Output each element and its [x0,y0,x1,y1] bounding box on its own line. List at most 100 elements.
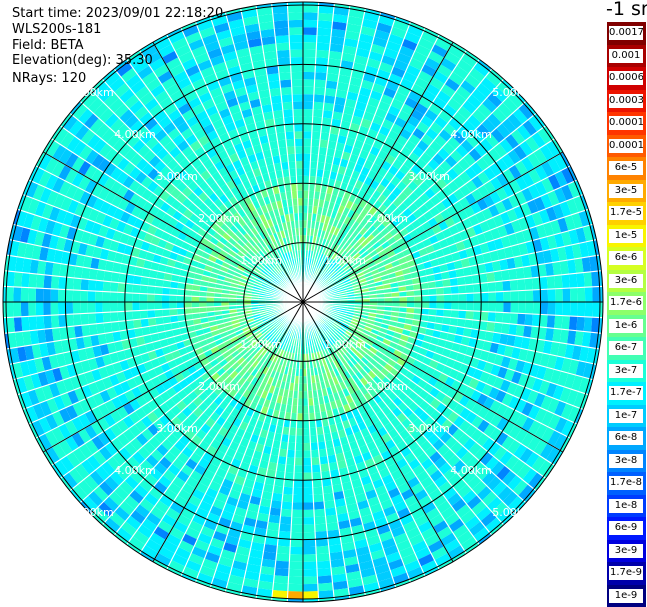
ppi-cell [367,496,381,507]
ppi-cell [303,376,308,384]
ppi-cell [366,535,382,546]
ppi-cell [180,464,194,477]
ppi-cell [155,443,169,457]
ppi-cell [376,68,391,81]
ppi-cell [283,116,294,125]
ppi-cell [330,272,338,279]
ppi-cell [390,353,400,363]
ppi-cell [479,350,490,362]
ppi-cell [500,355,511,369]
ppi-cell [376,305,385,311]
ppi-cell [325,514,338,524]
ppi-cell [129,489,145,504]
ppi-cell [144,492,159,507]
ppi-cell [206,302,215,308]
ppi-cell [91,222,102,236]
ppi-cell [496,172,509,187]
ppi-cell [236,356,246,366]
ppi-cell [201,98,216,111]
ppi-cell [589,224,597,241]
ppi-cell [547,173,561,191]
ppi-cell [85,346,96,360]
ppi-cell [343,450,354,460]
ppi-cell [471,319,481,330]
ppi-cell [447,411,460,424]
ppi-cell [394,116,407,129]
ppi-cell [191,513,207,526]
ppi-cell [269,361,276,370]
ppi-cell [55,380,68,396]
ppi-cell [273,347,280,355]
ppi-cell [356,94,370,105]
ppi-cell [349,357,358,366]
ppi-cell [457,209,469,222]
ppi-cell [316,327,322,336]
ppi-cell [109,302,118,313]
ppi-cell [256,276,265,282]
ray-gap [302,301,516,515]
ppi-cell [493,270,503,282]
ppi-cell [438,238,449,249]
ppi-cell [145,342,155,353]
ppi-cell [412,145,425,158]
ppi-cell [221,261,231,269]
ppi-cell [378,236,388,246]
ppi-cell [161,50,179,65]
ppi-cell [440,506,456,520]
ppi-cell [246,382,255,393]
ppi-cell [523,265,532,279]
ppi-cell [289,561,303,570]
ray-gap [271,301,304,601]
ppi-cell [199,312,208,319]
ppi-cell [372,114,385,126]
ppi-cell [540,193,553,209]
ppi-cell [111,321,120,333]
ppi-cell [325,320,332,327]
ppi-cell [355,223,364,233]
ppi-cell [202,469,216,481]
ppi-cell [96,322,105,335]
ppi-cell [283,318,289,326]
ppi-cell [472,283,481,294]
ppi-cell [39,400,53,417]
ppi-cell [104,260,115,272]
ppi-cell [476,393,489,406]
ppi-cell [502,168,516,184]
ppi-cell [247,392,256,402]
ppi-cell [116,419,129,433]
ppi-cell [215,29,232,41]
ppi-cell [521,416,535,432]
ppi-cell [519,140,534,157]
ppi-cell [152,185,165,198]
ppi-cell [327,280,335,286]
ppi-cell [471,274,481,285]
ppi-cell [351,318,360,324]
ppi-cell [464,542,480,554]
ppi-cell [284,319,290,327]
ppi-cell [392,19,410,32]
ppi-cell [346,269,355,277]
ppi-cell [178,540,195,553]
ppi-cell [197,532,213,545]
ppi-cell [475,82,492,98]
ppi-cell [316,343,322,352]
ppi-cell [496,417,509,432]
ppi-cell [545,446,561,464]
ppi-cell [314,259,319,268]
ppi-cell [150,332,160,343]
ppi-cell [143,232,154,244]
ppi-cell [393,500,408,513]
ppi-cell [188,38,205,52]
ppi-cell [457,276,466,286]
ppi-cell [163,488,178,502]
ppi-cell [574,408,584,425]
ppi-cell [13,209,21,226]
ppi-cell [491,86,508,103]
ppi-cell [319,139,329,148]
ppi-cell [533,113,546,128]
ppi-cell [17,393,26,410]
ppi-cell [547,190,560,207]
ppi-cell [496,123,511,139]
ppi-cell [329,125,341,135]
ppi-cell [226,268,236,276]
